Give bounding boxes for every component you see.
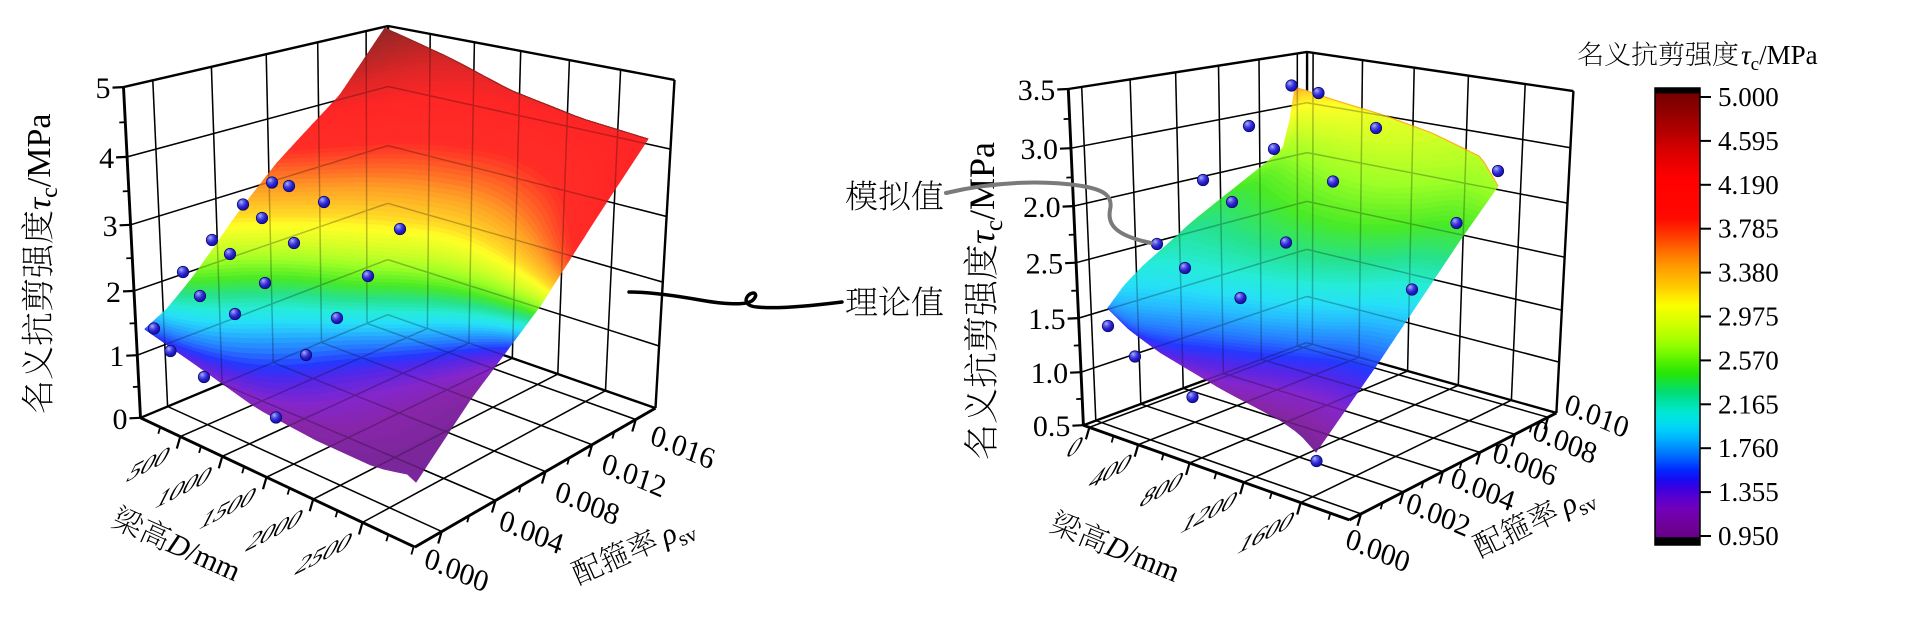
svg-text:2.5: 2.5	[1026, 248, 1064, 281]
svg-text:2.570: 2.570	[1718, 345, 1779, 375]
svg-text:1: 1	[109, 340, 124, 373]
svg-text:3.5: 3.5	[1018, 74, 1056, 107]
svg-text:5.000: 5.000	[1718, 82, 1779, 112]
svg-text:0.950: 0.950	[1718, 521, 1779, 551]
svg-text:2.0: 2.0	[1023, 191, 1061, 224]
svg-text:2.165: 2.165	[1718, 389, 1779, 419]
svg-text:0: 0	[113, 403, 128, 436]
svg-text:3.0: 3.0	[1021, 133, 1059, 166]
svg-text:1.760: 1.760	[1718, 433, 1779, 463]
svg-text:5: 5	[96, 72, 111, 105]
svg-text:3.380: 3.380	[1718, 258, 1779, 288]
svg-text:4.190: 4.190	[1718, 170, 1779, 200]
svg-text:4.595: 4.595	[1718, 126, 1779, 156]
svg-text:1.5: 1.5	[1028, 303, 1066, 336]
svg-text:1.355: 1.355	[1718, 477, 1779, 507]
svg-text:0.5: 0.5	[1033, 410, 1071, 443]
svg-text:3: 3	[103, 210, 118, 243]
svg-text:4: 4	[99, 142, 114, 175]
svg-text:1.0: 1.0	[1031, 357, 1069, 390]
svg-text:3.785: 3.785	[1718, 214, 1779, 244]
svg-text:2: 2	[106, 276, 121, 309]
svg-text:2.975: 2.975	[1718, 302, 1779, 332]
